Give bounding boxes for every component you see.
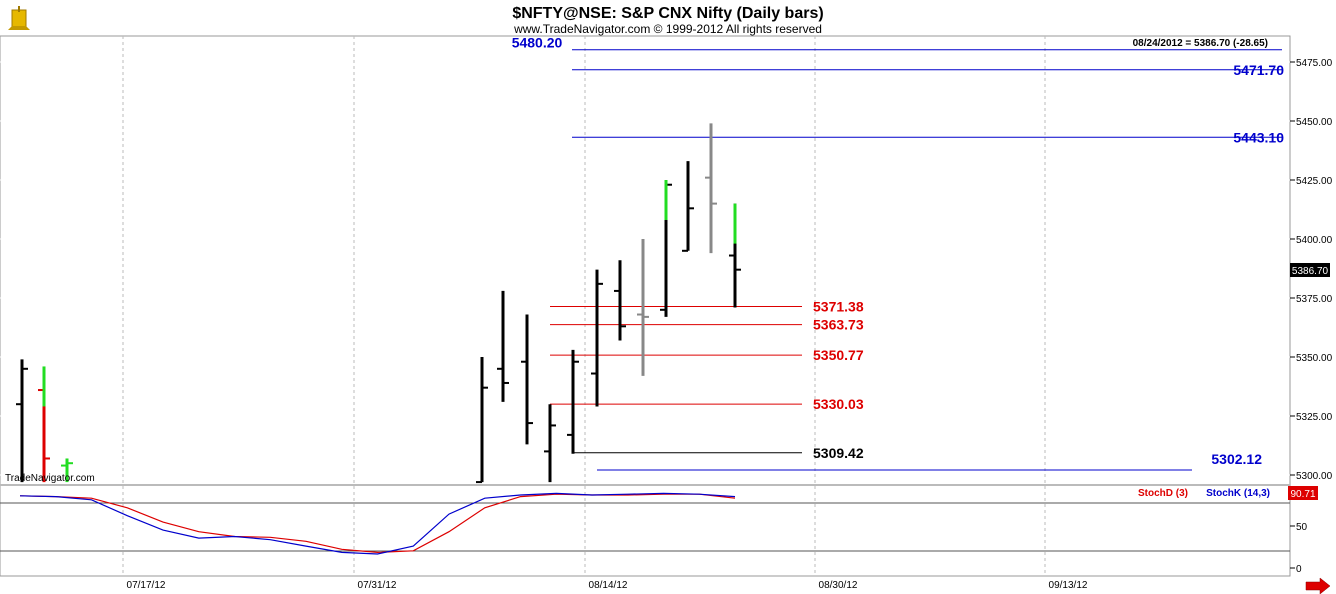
x-tick-label: 07/17/12 bbox=[127, 580, 166, 591]
x-tick-label: 08/30/12 bbox=[819, 580, 858, 591]
date-axis: 07/17/12 07/31/12 08/14/12 08/30/12 09/13/12 bbox=[127, 580, 1088, 591]
scroll-right-arrow-icon[interactable] bbox=[1305, 577, 1331, 594]
level-label: 5350.77 bbox=[813, 347, 864, 363]
price-levels: 5480.20 5471.70 5443.10 5371.38 5363.73 5350.… bbox=[512, 35, 1284, 471]
ohlc-bars bbox=[16, 123, 741, 484]
copyright-text: www.TradeNavigator.com © 1999-2012 All r… bbox=[513, 22, 822, 36]
level-label: 5443.10 bbox=[1233, 129, 1284, 145]
y-tick-label: 5325.00 bbox=[1296, 412, 1333, 423]
price-tag: 5386.70 bbox=[1292, 266, 1329, 277]
x-tick-label: 08/14/12 bbox=[589, 580, 628, 591]
stoch-k-legend: StochK (14,3) bbox=[1206, 488, 1270, 499]
logo-icon bbox=[8, 6, 30, 30]
x-tick-label: 07/31/12 bbox=[358, 580, 397, 591]
indicator-tag-box bbox=[1288, 486, 1318, 500]
y-tick-label: 5425.00 bbox=[1296, 176, 1333, 187]
indicator-tag: 90.71 bbox=[1290, 489, 1315, 500]
chart-title: $NFTY@NSE: S&P CNX Nifty (Daily bars) bbox=[512, 5, 823, 22]
y-tick-label: 5450.00 bbox=[1296, 117, 1333, 128]
stoch-d-legend: StochD (3) bbox=[1138, 488, 1188, 499]
level-label: 5309.42 bbox=[813, 445, 864, 461]
stochastic-panel: 50 0 bbox=[0, 492, 1308, 575]
x-tick-label: 09/13/12 bbox=[1049, 580, 1088, 591]
level-label: 5480.20 bbox=[512, 35, 563, 51]
y-tick-label: 5300.00 bbox=[1296, 471, 1333, 482]
y-tick-label: 5350.00 bbox=[1296, 353, 1333, 364]
stoch-tick-label: 50 bbox=[1296, 522, 1308, 533]
price-axis: 5475.00 5450.00 5425.00 5400.00 5375.00 5350.… bbox=[1290, 58, 1333, 482]
level-label: 5330.03 bbox=[813, 396, 864, 412]
price-tag-box bbox=[1290, 263, 1330, 277]
level-label: 5363.73 bbox=[813, 317, 864, 333]
y-tick-label: 5475.00 bbox=[1296, 58, 1333, 69]
level-label: 5302.12 bbox=[1211, 451, 1262, 467]
last-quote: 08/24/2012 = 5386.70 (-28.65) bbox=[1133, 38, 1268, 49]
gridlines bbox=[0, 36, 1290, 576]
stoch-k-line bbox=[19, 492, 736, 555]
level-label: 5471.70 bbox=[1233, 62, 1284, 78]
y-tick-label: 5400.00 bbox=[1296, 235, 1333, 246]
level-label: 5371.38 bbox=[813, 299, 864, 315]
stoch-tick-label: 0 bbox=[1296, 564, 1302, 575]
watermark: TradeNavigator.com bbox=[5, 473, 95, 484]
y-tick-label: 5375.00 bbox=[1296, 294, 1333, 305]
